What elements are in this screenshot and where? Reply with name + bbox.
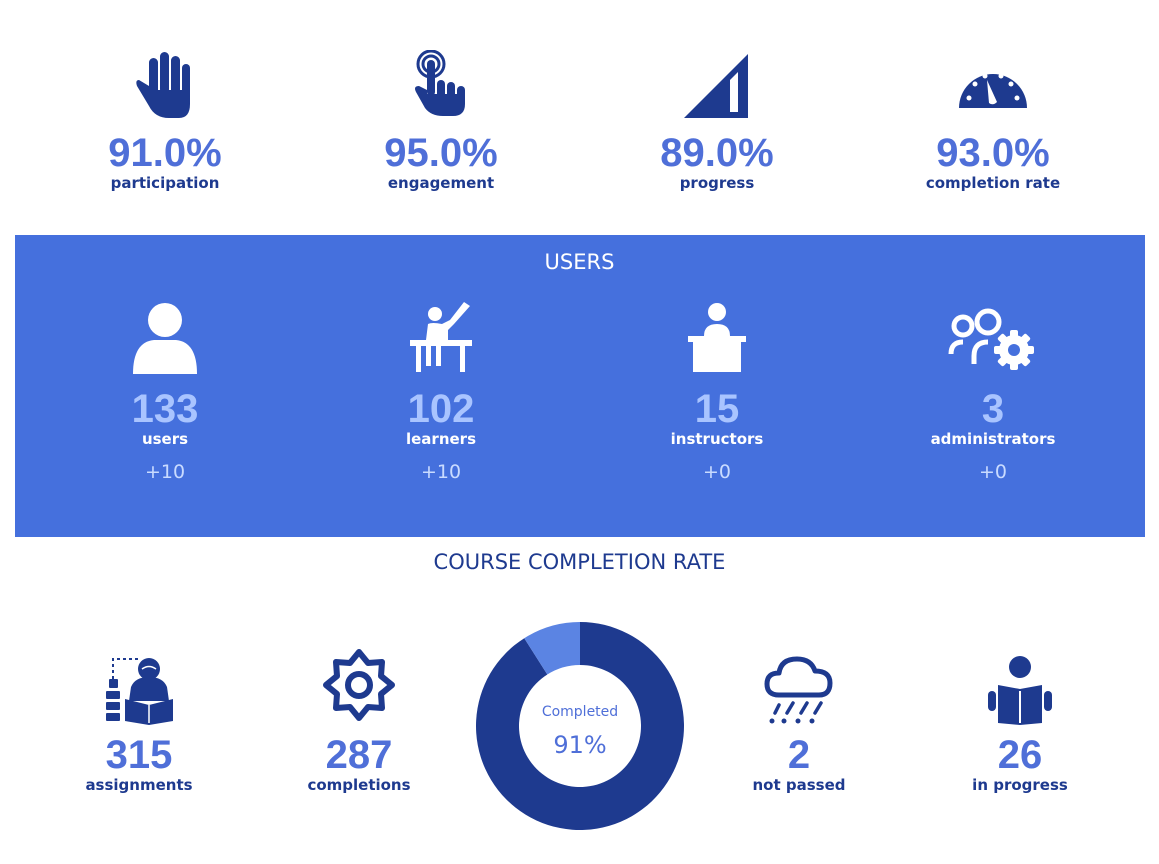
instructors-count: 15 bbox=[694, 387, 740, 431]
completions-count: 287 bbox=[325, 733, 393, 777]
users-delta: +10 bbox=[144, 461, 186, 483]
donut-slice-remaining bbox=[524, 622, 580, 675]
users-panel bbox=[15, 235, 1145, 537]
assignments-label: assignments bbox=[85, 776, 193, 794]
participation-value: 91.0% bbox=[108, 131, 222, 175]
not-passed-label: not passed bbox=[752, 776, 846, 794]
users-count: 133 bbox=[131, 387, 199, 431]
not-passed-count: 2 bbox=[787, 733, 811, 777]
rain-cloud-icon bbox=[699, 645, 899, 725]
engagement-label: engagement bbox=[387, 174, 495, 192]
gear-badge-icon bbox=[259, 645, 459, 725]
stat-instructors: 15 instructors +0 bbox=[607, 300, 827, 483]
learner-desk-icon bbox=[331, 300, 551, 374]
metric-completion-rate: 93.0% completion rate bbox=[883, 50, 1103, 192]
progress-label: progress bbox=[679, 174, 755, 192]
instructor-podium-icon bbox=[607, 300, 827, 374]
signal-ramp-icon bbox=[607, 50, 827, 122]
in-progress-count: 26 bbox=[997, 733, 1043, 777]
administrators-delta: +0 bbox=[978, 461, 1007, 483]
stat-assignments: 315 assignments bbox=[39, 645, 239, 794]
speedometer-icon bbox=[883, 50, 1103, 122]
assignments-count: 315 bbox=[105, 733, 173, 777]
reading-person-icon bbox=[920, 645, 1120, 725]
administrators-label: administrators bbox=[930, 430, 1056, 448]
tap-finger-icon bbox=[331, 50, 551, 122]
administrators-count: 3 bbox=[981, 387, 1005, 431]
stat-users: 133 users +10 bbox=[55, 300, 275, 483]
progress-value: 89.0% bbox=[660, 131, 774, 175]
instructors-label: instructors bbox=[670, 430, 764, 448]
in-progress-label: in progress bbox=[972, 776, 1068, 794]
learners-delta: +10 bbox=[420, 461, 462, 483]
stat-administrators: 3 administrators +0 bbox=[883, 300, 1103, 483]
users-label: users bbox=[141, 430, 189, 448]
donut-center-value: 91% bbox=[553, 731, 607, 759]
stat-completions: 287 completions bbox=[259, 645, 459, 794]
completion-rate-value: 93.0% bbox=[936, 131, 1050, 175]
raised-hand-icon bbox=[55, 50, 275, 122]
completions-label: completions bbox=[307, 776, 411, 794]
donut-slice-completed bbox=[476, 622, 684, 830]
users-title: USERS bbox=[544, 250, 615, 274]
participation-label: participation bbox=[110, 174, 220, 192]
donut-svg bbox=[476, 622, 684, 830]
metric-engagement: 95.0% engagement bbox=[331, 50, 551, 192]
metric-participation: 91.0% participation bbox=[55, 50, 275, 192]
assignment-reader-icon bbox=[39, 645, 239, 725]
user-icon bbox=[55, 300, 275, 374]
course-completion-title: COURSE COMPLETION RATE bbox=[433, 550, 726, 574]
completion-rate-label: completion rate bbox=[925, 174, 1061, 192]
instructors-delta: +0 bbox=[702, 461, 731, 483]
completion-donut-chart bbox=[476, 622, 684, 830]
metric-progress: 89.0% progress bbox=[607, 50, 827, 192]
admin-gear-users-icon bbox=[883, 300, 1103, 374]
engagement-value: 95.0% bbox=[384, 131, 498, 175]
stat-learners: 102 learners +10 bbox=[331, 300, 551, 483]
donut-center-label: Completed bbox=[541, 704, 619, 720]
learners-label: learners bbox=[405, 430, 476, 448]
learners-count: 102 bbox=[407, 387, 475, 431]
stat-not-passed: 2 not passed bbox=[699, 645, 899, 794]
stat-in-progress: 26 in progress bbox=[920, 645, 1120, 794]
